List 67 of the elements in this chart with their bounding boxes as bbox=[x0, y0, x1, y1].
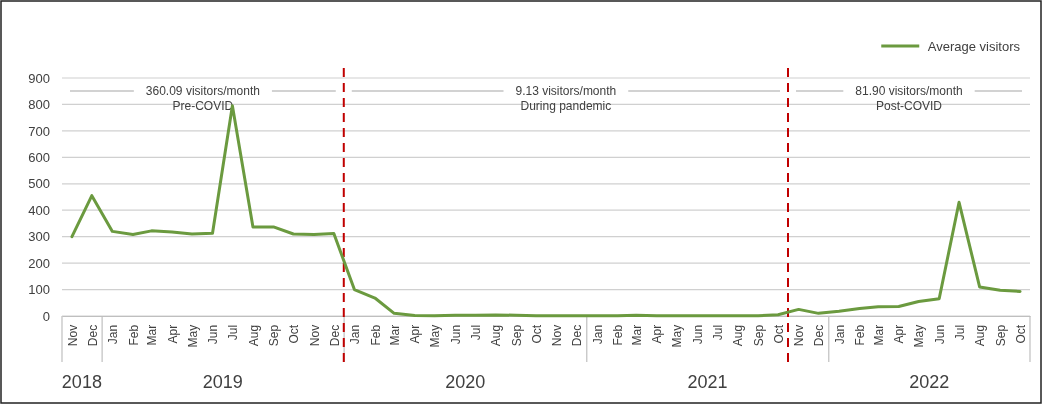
x-tick-label: Sep bbox=[993, 324, 1008, 347]
x-tick-label: Jun bbox=[206, 324, 221, 345]
x-tick-label: Nov bbox=[307, 324, 322, 347]
x-tick-label: Apr bbox=[165, 324, 180, 344]
y-tick-label: 0 bbox=[42, 308, 50, 324]
x-tick-label: Aug bbox=[246, 324, 261, 347]
x-tick-label: Jul bbox=[952, 324, 967, 341]
x-tick-label: Oct bbox=[771, 324, 786, 344]
x-tick-label: Aug bbox=[731, 324, 746, 347]
x-tick-label: Oct bbox=[1013, 324, 1028, 344]
annotation: 360.09 visitors/month Pre-COVID bbox=[145, 84, 260, 113]
x-tick-label: Jan bbox=[348, 324, 363, 345]
legend-label: Average visitors bbox=[927, 39, 1021, 54]
annotation: 9.13 visitors/month During pandemic bbox=[515, 84, 617, 113]
y-tick-label: 500 bbox=[28, 176, 50, 192]
x-tick-label: Jun bbox=[932, 324, 947, 345]
y-tick-label: 800 bbox=[28, 97, 50, 113]
y-tick-label: 600 bbox=[28, 149, 50, 165]
y-tick-label: 100 bbox=[28, 282, 50, 298]
y-tick-label: 900 bbox=[28, 70, 50, 86]
x-tick-label: Aug bbox=[973, 324, 988, 347]
x-tick-label: Apr bbox=[408, 324, 423, 344]
x-tick-label: Sep bbox=[509, 324, 524, 347]
x-tick-label: Dec bbox=[812, 324, 827, 347]
x-tick-label: Jan bbox=[832, 324, 847, 345]
text: 2020 bbox=[445, 372, 486, 392]
x-tick-label: Jun bbox=[690, 324, 705, 345]
text: 2022 bbox=[909, 372, 950, 392]
x-tick-label: Sep bbox=[751, 324, 766, 347]
x-tick-label: May bbox=[428, 324, 443, 348]
y-tick-label: 200 bbox=[28, 255, 50, 271]
text: 2018 bbox=[61, 372, 102, 392]
x-tick-label: May bbox=[912, 324, 927, 348]
y-tick-label: 400 bbox=[28, 202, 50, 218]
x-tick-label: Apr bbox=[650, 324, 665, 344]
x-tick-label: Jul bbox=[468, 324, 483, 341]
x-tick-label: Apr bbox=[892, 324, 907, 344]
x-tick-label: Dec bbox=[85, 324, 100, 347]
x-tick-label: Jan bbox=[590, 324, 605, 345]
x-tick-label: Nov bbox=[550, 324, 565, 347]
x-tick-label: Oct bbox=[287, 324, 302, 344]
x-tick-label: May bbox=[185, 324, 200, 348]
x-tick-label: Nov bbox=[792, 324, 807, 347]
x-tick-label: Feb bbox=[611, 324, 626, 346]
x-tick-label: Dec bbox=[327, 324, 342, 347]
annotation: 81.90 visitors/month Post-COVID bbox=[855, 84, 963, 113]
x-tick-label: May bbox=[670, 324, 685, 348]
x-tick-label: Mar bbox=[145, 324, 160, 346]
x-tick-label: Nov bbox=[65, 324, 80, 347]
x-tick-label: Jan bbox=[106, 324, 121, 345]
x-tick-label: Jul bbox=[226, 324, 241, 341]
y-tick-label: 700 bbox=[28, 123, 50, 139]
x-tick-label: Mar bbox=[387, 324, 402, 346]
x-tick-label: Feb bbox=[853, 324, 868, 346]
x-tick-label: Aug bbox=[489, 324, 504, 347]
text: 2019 bbox=[202, 372, 243, 392]
x-tick-label: Mar bbox=[871, 324, 886, 346]
x-tick-label: Jun bbox=[448, 324, 463, 345]
x-tick-label: Mar bbox=[629, 324, 644, 346]
y-tick-label: 300 bbox=[28, 229, 50, 245]
x-tick-label: Dec bbox=[570, 324, 585, 347]
x-tick-label: Feb bbox=[126, 324, 141, 346]
x-tick-label: Oct bbox=[529, 324, 544, 344]
x-tick-label: Feb bbox=[368, 324, 383, 346]
x-tick-label: Jul bbox=[710, 324, 725, 341]
x-tick-label: Sep bbox=[267, 324, 282, 347]
text: 2021 bbox=[687, 372, 728, 392]
